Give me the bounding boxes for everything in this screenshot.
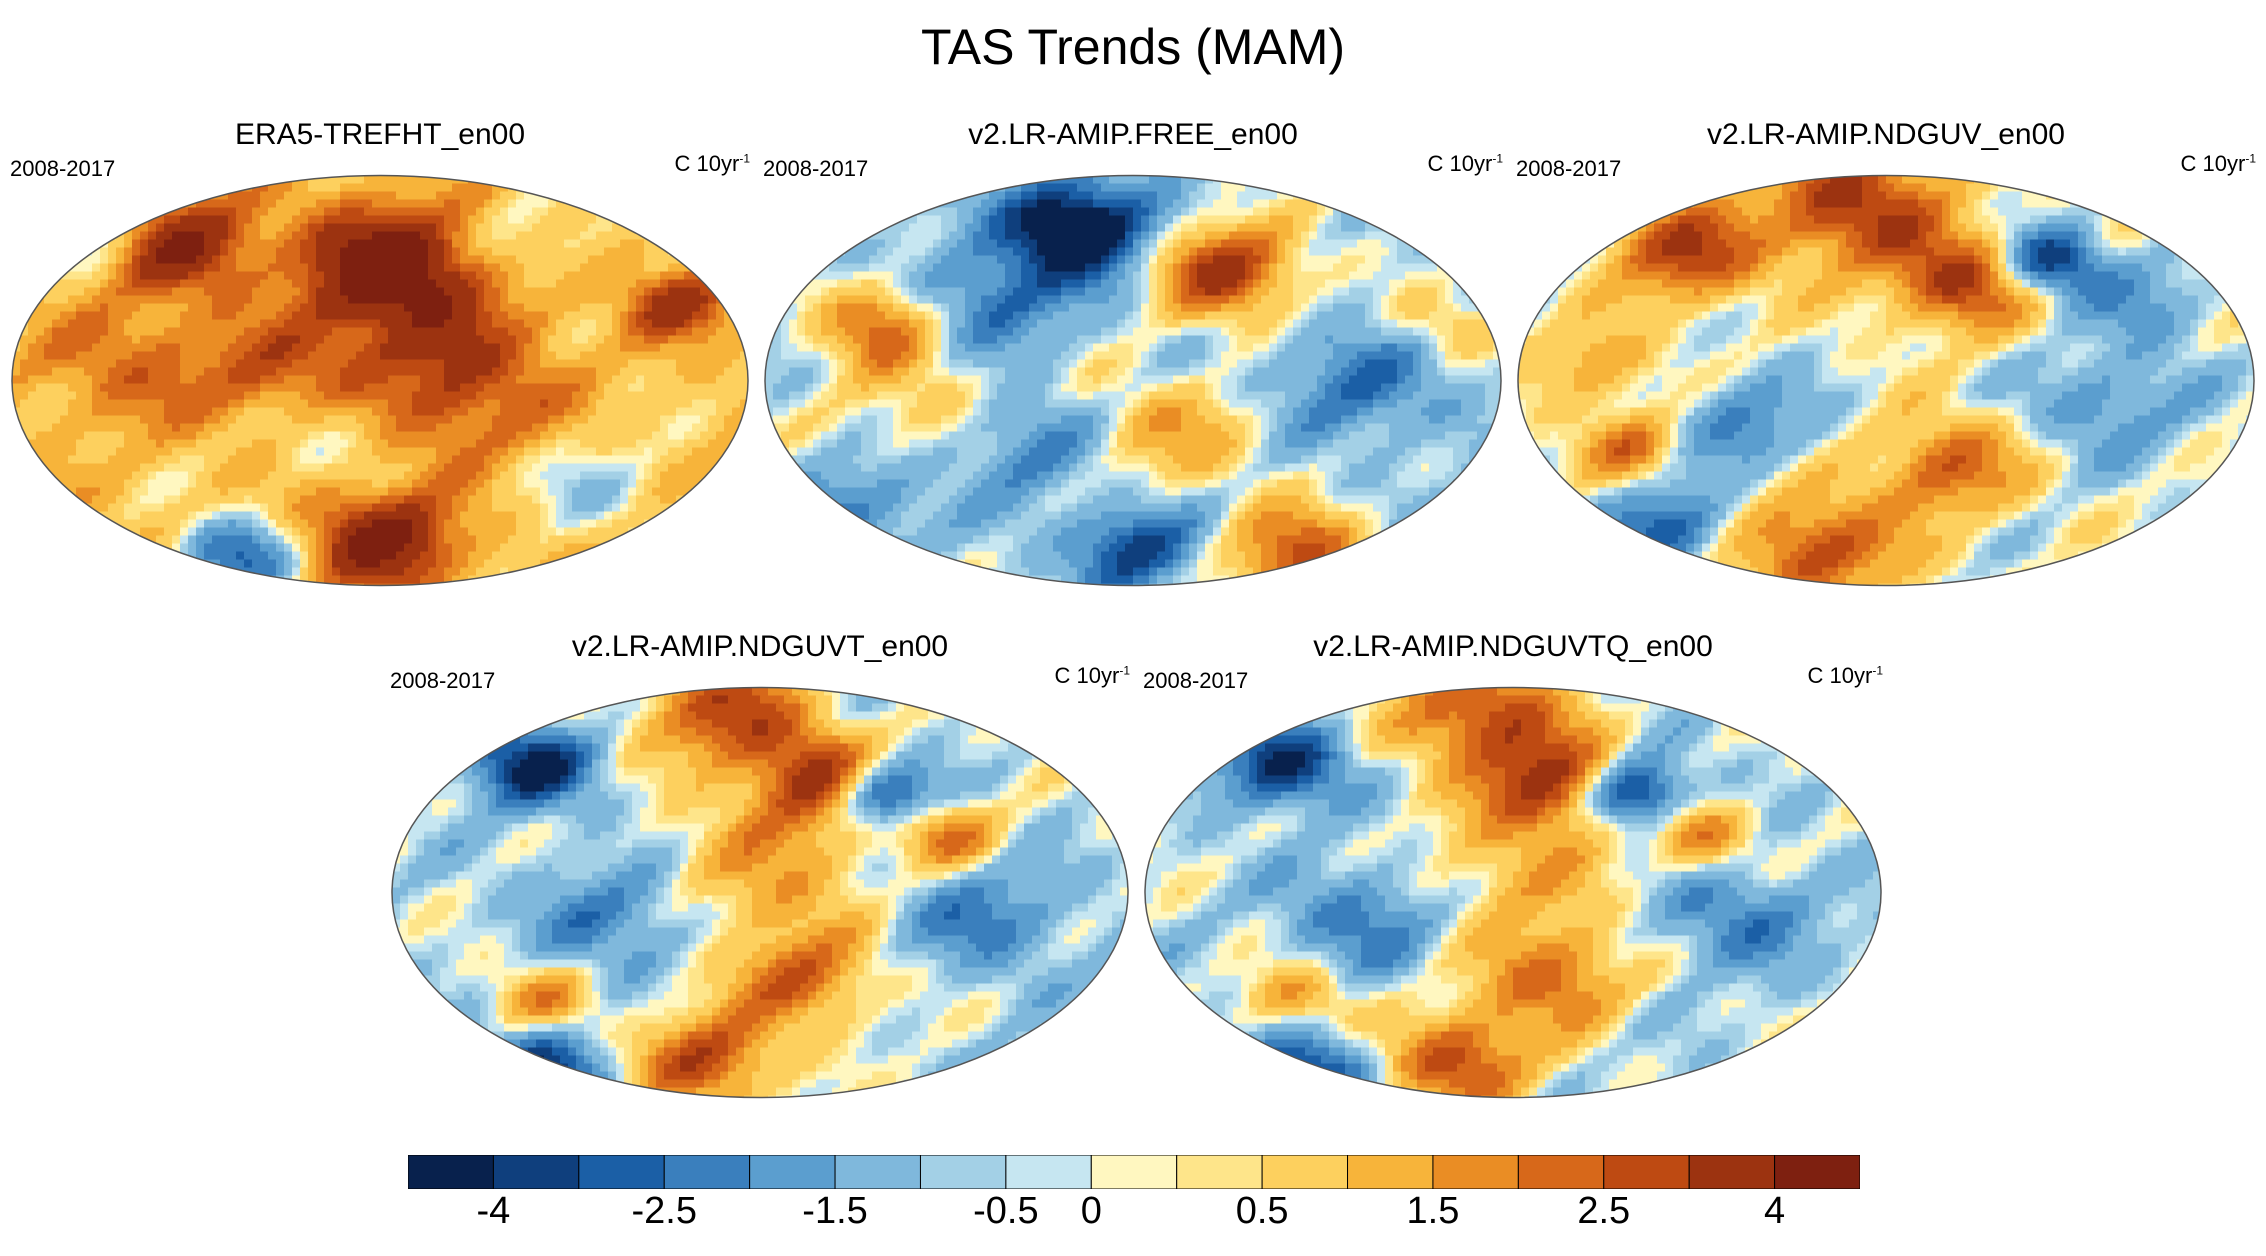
- colorbar-tick-label: -4: [477, 1190, 511, 1233]
- panel-title: v2.LR-AMIP.FREE_en00: [763, 118, 1503, 152]
- colorbar-segment: [1432, 1155, 1519, 1189]
- panel-period: 2008-2017: [1143, 668, 1248, 694]
- colorbar-segment: [1603, 1155, 1690, 1189]
- colorbar-tick-label: 1.5: [1407, 1190, 1460, 1233]
- colorbar-segment: [1090, 1155, 1178, 1189]
- map-panel-era5: ERA5-TREFHT_en00 2008-2017 C 10yr-1: [10, 118, 750, 588]
- colorbar-segment: [1347, 1155, 1434, 1189]
- units-text: C 10yr: [1428, 151, 1493, 176]
- colorbar-segment: [1517, 1155, 1605, 1189]
- panel-title: v2.LR-AMIP.NDGUVT_en00: [390, 630, 1130, 664]
- colorbar-tick-label: 0: [1081, 1190, 1102, 1233]
- colorbar-segment: [1688, 1155, 1776, 1189]
- map-panel-ndguvt: v2.LR-AMIP.NDGUVT_en00 2008-2017 C 10yr-…: [390, 630, 1130, 1100]
- colorbar-segment: [749, 1155, 836, 1189]
- map-outline: [764, 174, 1502, 587]
- panel-units: C 10yr-1: [2181, 151, 2256, 177]
- panel-period: 2008-2017: [1516, 156, 1621, 182]
- colorbar-segment: [1176, 1155, 1263, 1189]
- colorbar-segment: [492, 1155, 580, 1189]
- units-exponent: -1: [1119, 664, 1130, 678]
- colorbar-segment: [834, 1155, 921, 1189]
- colorbar-segment: [663, 1155, 751, 1189]
- trend-map: [11, 174, 749, 587]
- colorbar-tick-label: -1.5: [802, 1190, 867, 1233]
- colorbar-segment: [1774, 1155, 1860, 1189]
- panel-period: 2008-2017: [763, 156, 868, 182]
- panel-units: C 10yr-1: [1428, 151, 1503, 177]
- map-outline: [1144, 686, 1882, 1099]
- panel-units: C 10yr-1: [1808, 663, 1883, 689]
- units-text: C 10yr: [2181, 151, 2246, 176]
- colorbar-segment: [408, 1155, 494, 1189]
- panel-period: 2008-2017: [10, 156, 115, 182]
- colorbar-segment: [1261, 1155, 1349, 1189]
- trend-map: [764, 174, 1502, 587]
- map-panel-ndguvtq: v2.LR-AMIP.NDGUVTQ_en00 2008-2017 C 10yr…: [1143, 630, 1883, 1100]
- colorbar-segment: [1005, 1155, 1092, 1189]
- colorbar-segment: [578, 1155, 665, 1189]
- colorbar-tick-label: -0.5: [973, 1190, 1038, 1233]
- colorbar-tick-label: -2.5: [631, 1190, 696, 1233]
- map-outline: [11, 174, 749, 587]
- units-exponent: -1: [739, 152, 750, 166]
- units-exponent: -1: [2245, 152, 2256, 166]
- units-text: C 10yr: [1055, 663, 1120, 688]
- panel-title: ERA5-TREFHT_en00: [10, 118, 750, 152]
- panel-units: C 10yr-1: [675, 151, 750, 177]
- trend-map: [391, 686, 1129, 1099]
- chart-title: TAS Trends (MAM): [0, 18, 2266, 76]
- colorbar-tick-label: 4: [1764, 1190, 1785, 1233]
- colorbar-tick-label: 2.5: [1577, 1190, 1630, 1233]
- units-text: C 10yr: [675, 151, 740, 176]
- units-exponent: -1: [1492, 152, 1503, 166]
- units-exponent: -1: [1872, 664, 1883, 678]
- map-outline: [1517, 174, 2255, 587]
- colorbar-tick-label: 0.5: [1236, 1190, 1289, 1233]
- trend-map: [1517, 174, 2255, 587]
- colorbar: [408, 1155, 1860, 1189]
- map-panel-free: v2.LR-AMIP.FREE_en00 2008-2017 C 10yr-1: [763, 118, 1503, 588]
- panel-units: C 10yr-1: [1055, 663, 1130, 689]
- panel-title: v2.LR-AMIP.NDGUV_en00: [1516, 118, 2256, 152]
- panel-period: 2008-2017: [390, 668, 495, 694]
- trend-map: [1144, 686, 1882, 1099]
- colorbar-segment: [919, 1155, 1007, 1189]
- panel-title: v2.LR-AMIP.NDGUVTQ_en00: [1143, 630, 1883, 664]
- units-text: C 10yr: [1808, 663, 1873, 688]
- map-panel-ndguv: v2.LR-AMIP.NDGUV_en00 2008-2017 C 10yr-1: [1516, 118, 2256, 588]
- map-outline: [391, 686, 1129, 1099]
